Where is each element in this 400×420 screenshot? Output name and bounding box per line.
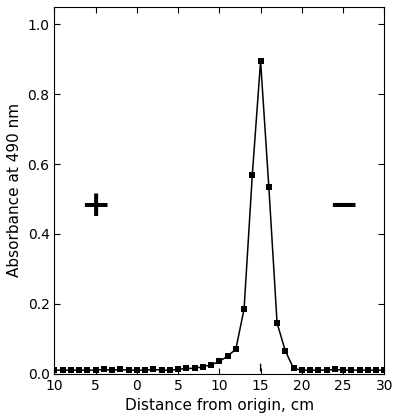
X-axis label: Distance from origin, cm: Distance from origin, cm: [125, 398, 314, 413]
Y-axis label: Absorbance at 490 nm: Absorbance at 490 nm: [7, 103, 22, 277]
Text: +: +: [80, 189, 111, 223]
Text: −: −: [328, 189, 358, 223]
